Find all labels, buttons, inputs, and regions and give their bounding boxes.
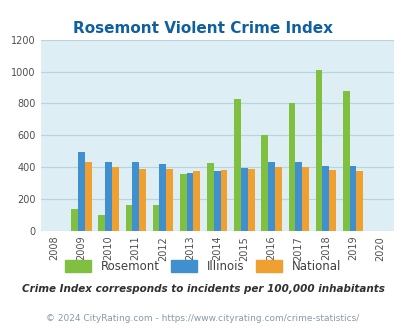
Bar [132,162,139,231]
Bar [274,167,281,231]
Text: Rosemont Violent Crime Index: Rosemont Violent Crime Index [73,21,332,36]
Bar [342,91,349,231]
Bar [207,163,213,231]
Bar [261,135,267,231]
Bar [139,169,145,231]
Bar [159,164,166,231]
Bar [247,169,254,231]
Bar [179,174,186,231]
Bar [328,170,335,231]
Bar [78,152,85,231]
Bar [186,173,193,231]
Bar [112,167,118,231]
Bar [234,99,241,231]
Legend: Rosemont, Illinois, National: Rosemont, Illinois, National [60,255,345,278]
Bar [193,171,200,231]
Bar [241,168,247,231]
Bar [315,70,322,231]
Bar [125,205,132,231]
Bar [85,162,91,231]
Bar [356,171,362,231]
Bar [152,205,159,231]
Bar [98,215,105,231]
Bar [349,166,356,231]
Bar [301,167,308,231]
Bar [105,162,112,231]
Bar [213,171,220,231]
Bar [220,170,227,231]
Bar [294,162,301,231]
Bar [322,166,328,231]
Bar [288,103,294,231]
Text: © 2024 CityRating.com - https://www.cityrating.com/crime-statistics/: © 2024 CityRating.com - https://www.city… [46,314,359,323]
Bar [267,162,274,231]
Text: Crime Index corresponds to incidents per 100,000 inhabitants: Crime Index corresponds to incidents per… [21,284,384,294]
Bar [166,169,173,231]
Bar [71,210,78,231]
